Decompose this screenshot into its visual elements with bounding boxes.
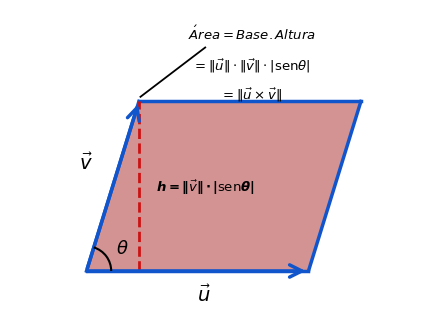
Polygon shape [86,101,361,271]
Text: $= \|\vec{u}\times\vec{v}\|$: $= \|\vec{u}\times\vec{v}\|$ [220,87,283,104]
Text: $\boldsymbol{h = \|\vec{v}\|\cdot|\mathrm{sen}\theta|}$: $\boldsymbol{h = \|\vec{v}\|\cdot|\mathr… [156,179,254,197]
Text: $\mathit{\acute{A}rea} = \mathit{Base} . \mathit{Altura}$: $\mathit{\acute{A}rea} = \mathit{Base} .… [187,25,315,43]
Text: $= \|\vec{u}\|\cdot\|\vec{v}\|\cdot|\mathrm{sen}\theta|$: $= \|\vec{u}\|\cdot\|\vec{v}\|\cdot|\mat… [192,57,311,75]
Text: $\vec{v}$: $\vec{v}$ [79,152,93,174]
Text: $\vec{u}$: $\vec{u}$ [197,285,210,306]
Text: $\theta$: $\theta$ [116,240,128,259]
